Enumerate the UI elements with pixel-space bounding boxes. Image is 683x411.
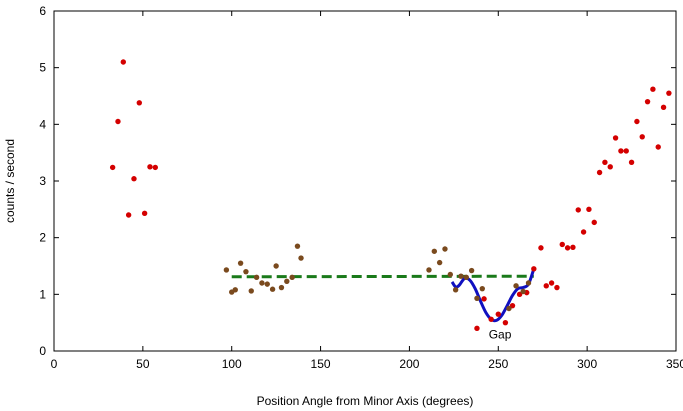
data-point [147, 164, 153, 170]
data-point [463, 274, 469, 281]
y-tick-label: 6 [39, 4, 46, 18]
data-point [131, 176, 137, 182]
data-point [284, 278, 290, 284]
x-axis-label: Position Angle from Minor Axis (degrees) [257, 394, 474, 408]
data-point [575, 207, 581, 213]
data-point [426, 267, 432, 273]
data-point [612, 135, 619, 141]
x-tick-label: 350 [666, 357, 683, 371]
y-tick-label: 3 [39, 174, 46, 188]
plot-frame [53, 10, 677, 352]
data-point [570, 244, 576, 250]
fit-lines [231, 268, 536, 323]
x-tick-label: 50 [136, 357, 150, 371]
data-point [488, 316, 494, 322]
data-point [607, 164, 613, 170]
x-tick-label: 0 [51, 357, 58, 371]
data-point [481, 296, 487, 302]
data-point [431, 248, 438, 254]
data-point [586, 206, 592, 213]
data-point [294, 243, 301, 249]
x-tick-label: 200 [399, 357, 419, 371]
data-point [548, 280, 555, 286]
x-tick-label: 100 [222, 357, 242, 371]
data-point [474, 325, 480, 332]
data-point [479, 285, 485, 292]
data-point [248, 288, 254, 294]
data-point [447, 271, 454, 278]
data-point [644, 98, 651, 105]
y-tick-label: 5 [39, 61, 46, 75]
data-point [596, 169, 603, 176]
data-point [531, 266, 537, 272]
data-point [259, 280, 265, 286]
data-point [580, 229, 587, 235]
data-point [141, 210, 148, 216]
data-point [109, 164, 116, 171]
data-point [223, 267, 230, 273]
data-point [650, 86, 656, 92]
data-point [468, 267, 475, 274]
data-point [253, 274, 260, 281]
data-point [559, 241, 565, 248]
data-point [564, 245, 571, 251]
data-point [513, 283, 519, 289]
data-point [442, 246, 448, 252]
data-point [120, 59, 127, 65]
data-point [525, 280, 532, 286]
y-tick-label: 2 [39, 231, 46, 245]
mean-level-line [231, 274, 534, 279]
data-point [125, 212, 132, 218]
axis-ticks: 0 50 100 150 200 250 300 350 0 1 2 3 4 5 6 [39, 4, 683, 371]
x-tick-label: 150 [311, 357, 331, 371]
data-point [502, 319, 509, 326]
data-point [237, 260, 244, 266]
data-point [298, 255, 304, 261]
data-point [474, 295, 480, 301]
data-point [243, 268, 249, 275]
data-point [436, 259, 443, 266]
data-point [289, 274, 295, 281]
x-tick-label: 250 [488, 357, 508, 371]
data-point [232, 287, 238, 293]
y-tick-label: 0 [39, 344, 46, 358]
data-point [495, 311, 501, 317]
data-point [660, 104, 667, 111]
data-point [618, 148, 624, 154]
data-point [269, 286, 276, 292]
data-point [666, 90, 672, 96]
data-point [554, 284, 560, 291]
gap-annotation: Gap [489, 328, 512, 342]
data-point [273, 263, 279, 269]
data-point [115, 118, 121, 125]
data-point [655, 144, 661, 150]
y-axis-label: counts / second [3, 139, 17, 223]
data-point [591, 219, 597, 226]
data-point [136, 100, 143, 106]
data-point [264, 281, 270, 287]
data-point [602, 159, 608, 165]
data-point [538, 245, 544, 251]
y-tick-label: 1 [39, 287, 46, 301]
data-point [634, 118, 640, 125]
data-point [543, 283, 549, 289]
plot-border [53, 10, 677, 352]
data-point [628, 159, 635, 165]
y-tick-label: 4 [39, 117, 46, 131]
data-point [278, 284, 285, 291]
data-point [506, 305, 512, 312]
annotations: Gap [489, 328, 512, 342]
data-point [458, 273, 464, 279]
data-point [520, 288, 526, 295]
data-point [452, 287, 459, 293]
data-point [152, 164, 158, 171]
x-tick-label: 300 [577, 357, 597, 371]
data-point [623, 148, 629, 154]
data-points [109, 59, 672, 332]
data-point [639, 134, 645, 140]
